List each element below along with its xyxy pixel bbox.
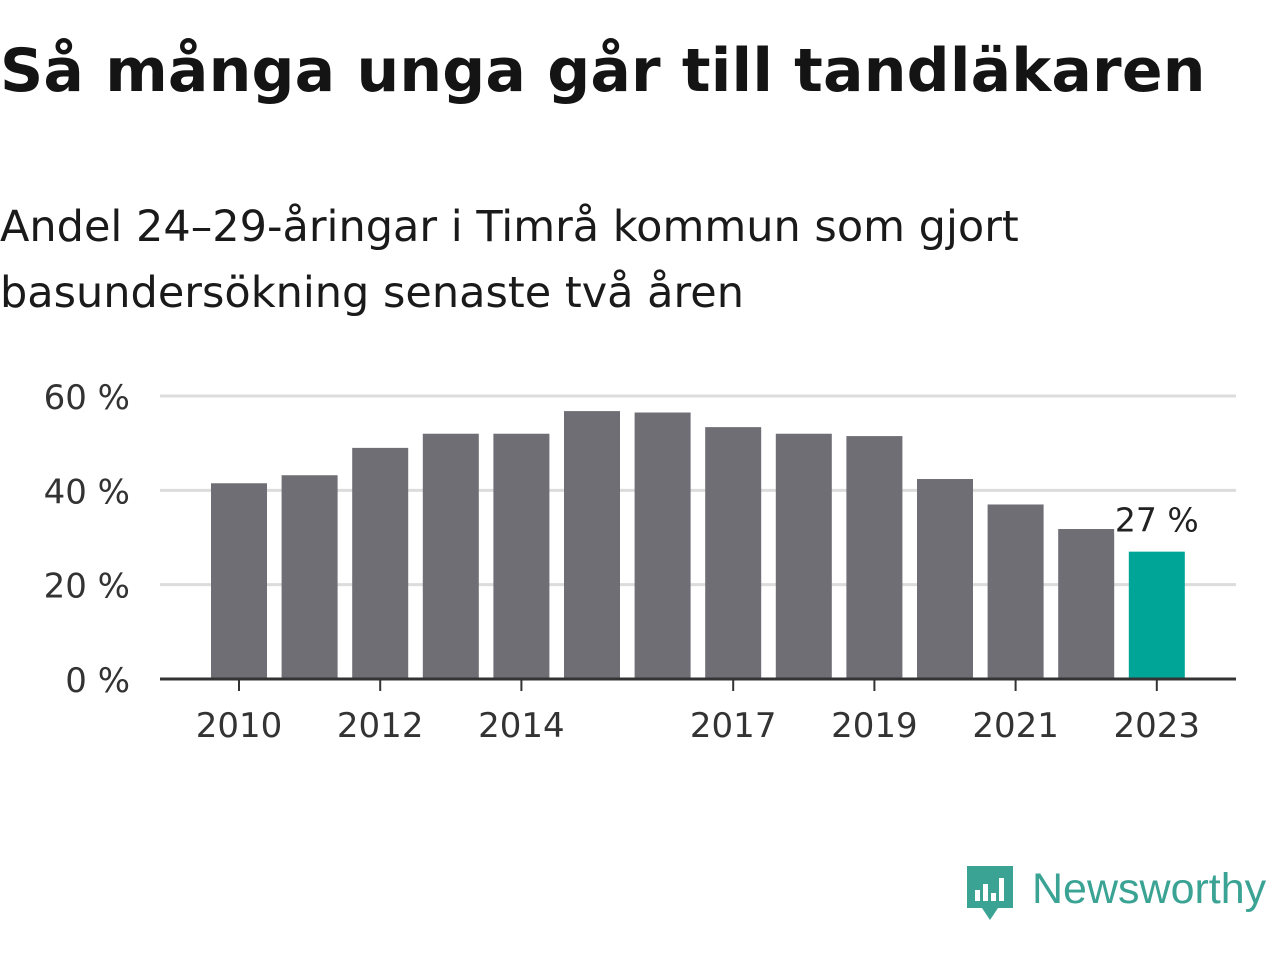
x-tick-label: 2021 [972, 706, 1059, 746]
bar [211, 483, 267, 679]
bar [352, 447, 409, 679]
bar [705, 427, 762, 679]
bar-highlight [1128, 551, 1185, 679]
newsworthy-logo: Newsworthy [964, 862, 1280, 926]
x-tick-label: 2010 [196, 706, 283, 746]
x-tick-label: 2012 [337, 706, 424, 746]
x-tick-label: 2014 [478, 706, 565, 746]
bar [493, 433, 550, 679]
bar [1058, 529, 1115, 679]
y-tick-label: 60 % [44, 378, 130, 418]
bar-chart: 0 % 20 % 40 % 60 % 2010 2012 2014 2017 2019 2021 2… [44, 378, 1236, 746]
bar [846, 436, 903, 679]
y-tick-label: 40 % [44, 472, 130, 512]
x-tick-label: 2019 [831, 706, 918, 746]
data-label: 27 % [1115, 501, 1199, 540]
bar [281, 475, 338, 679]
bar [422, 433, 479, 679]
y-tick-label: 20 % [44, 567, 130, 607]
chart-subtitle: Andel 24–29-åringar i Timrå kommun som g… [0, 202, 1019, 318]
x-tick-label: 2017 [690, 706, 777, 746]
bar [775, 433, 832, 679]
bar [634, 412, 691, 679]
y-tick-label: 0 % [65, 661, 130, 701]
chart-title: Så många unga går till tandläkaren [0, 36, 1206, 106]
logo-text: Newsworthy [1032, 865, 1267, 913]
newsworthy-logo-icon [967, 866, 1013, 920]
bar [564, 411, 620, 679]
bar [917, 479, 973, 679]
x-tick-label: 2023 [1114, 706, 1201, 746]
bar [987, 504, 1044, 679]
